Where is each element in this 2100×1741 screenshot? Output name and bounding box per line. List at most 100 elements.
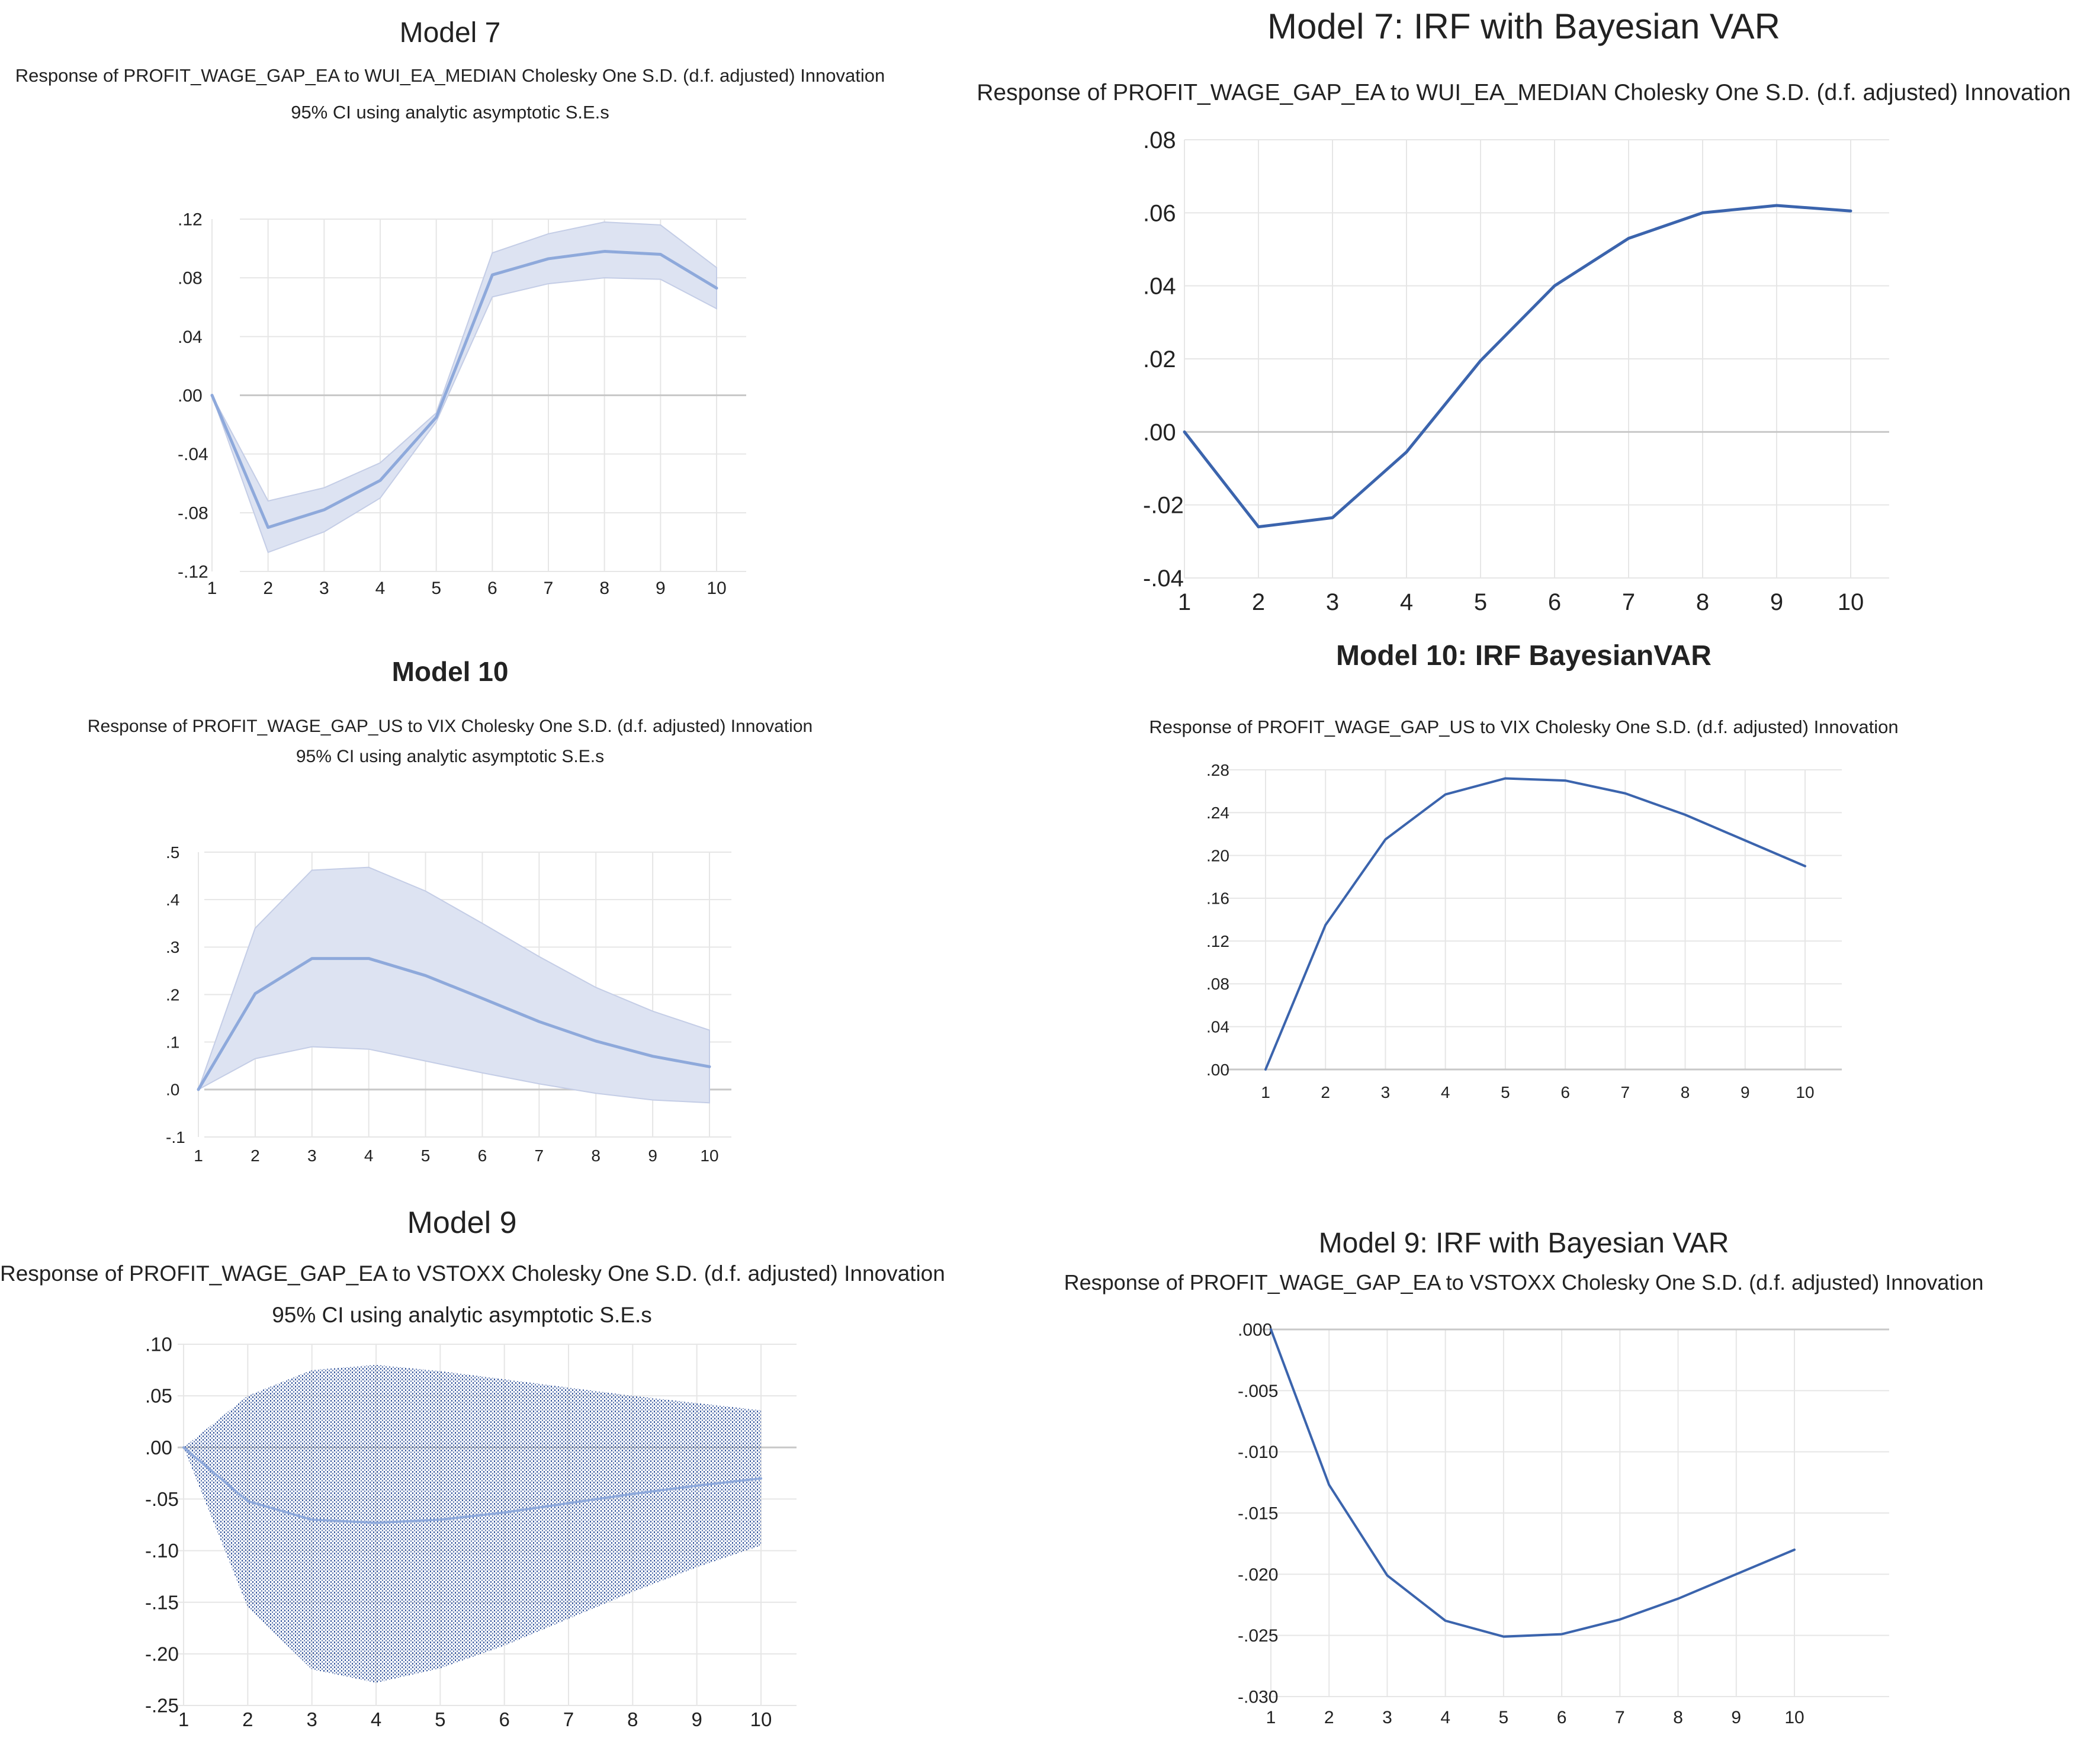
series-line	[182, 1446, 762, 1524]
y-tick-label: .04	[1206, 1018, 1229, 1036]
chart-title: Model 10	[391, 656, 509, 687]
x-tick-label: 8	[599, 579, 609, 598]
y-tick-label: -.25	[145, 1695, 179, 1717]
x-tick-label: 7	[535, 1146, 544, 1165]
y-tick-label: -.05	[145, 1488, 179, 1510]
chart-plot: .12 .08 .04 .00 -.04 -.08 -.121 2 3 4 5 6 7 8 9 10	[178, 210, 746, 598]
x-tick-label: 3	[1326, 589, 1339, 615]
y-tick-label: .0	[166, 1081, 179, 1099]
chart-panel-model-7-bvar: Model 7: IRF with Bayesian VAR Response …	[948, 0, 2100, 628]
y-tick-label: .00	[178, 386, 203, 406]
x-tick-label: 6	[499, 1708, 509, 1730]
y-tick-label: .00	[1143, 419, 1176, 445]
x-tick-label: 10	[700, 1146, 718, 1165]
x-tick-label: 4	[1441, 1083, 1450, 1101]
y-tick-label: -.04	[1143, 566, 1184, 592]
x-tick-label: 5	[1499, 1708, 1509, 1727]
x-tick-label: 1	[178, 1708, 189, 1730]
chart-title: Model 9	[407, 1206, 517, 1240]
x-tick-label: 5	[421, 1146, 431, 1165]
x-tick-label: 3	[1382, 1708, 1392, 1727]
chart-note: 95% CI using analytic asymptotic S.E.s	[291, 102, 609, 123]
y-tick-label: -.1	[166, 1128, 185, 1146]
y-tick-label: .05	[145, 1385, 172, 1407]
y-tick-label: .20	[1206, 846, 1229, 865]
y-tick-label: .02	[1143, 346, 1176, 372]
y-tick-label: .12	[1206, 932, 1229, 950]
y-tick-label: .08	[1143, 127, 1176, 153]
chart-plot: .5 .4 .3 .2 .1 .0 -.1 1 2 3 4 5 6 7 8 9 10	[166, 843, 731, 1165]
x-tick-label: 7	[1622, 589, 1635, 615]
confidence-band	[211, 221, 717, 554]
x-tick-label: 10	[1796, 1083, 1814, 1101]
chart-subtitle: Response of PROFIT_WAGE_GAP_EA to WUI_EA…	[977, 80, 2071, 105]
chart-subtitle: Response of PROFIT_WAGE_GAP_US to VIX Ch…	[87, 717, 813, 736]
x-tick-label: 9	[1731, 1708, 1741, 1727]
x-tick-label: 1	[1178, 589, 1191, 615]
chart-note: 95% CI using analytic asymptotic S.E.s	[296, 747, 605, 766]
x-tick-label: 7	[544, 579, 554, 598]
y-tick-label: .2	[166, 985, 179, 1004]
y-tick-label: -.08	[178, 503, 208, 523]
x-tick-label: 4	[375, 579, 386, 598]
x-tick-label: 5	[1501, 1083, 1510, 1101]
y-tick-label: .10	[145, 1334, 172, 1355]
x-tick-label: 4	[1400, 589, 1413, 615]
x-tick-label: 4	[364, 1146, 374, 1165]
chart-title: Model 7	[399, 17, 501, 49]
x-tick-label: 5	[431, 579, 441, 598]
y-tick-label: .04	[1143, 274, 1176, 300]
y-tick-label: .08	[178, 269, 203, 288]
x-tick-label: 2	[1321, 1083, 1330, 1101]
chart-panel-model-10: Model 10 Response of PROFIT_WAGE_GAP_US …	[0, 643, 900, 1178]
confidence-band	[184, 1364, 761, 1683]
chart-subtitle: Response of PROFIT_WAGE_GAP_EA to VSTOXX…	[1064, 1270, 1984, 1294]
x-tick-label: 3	[1381, 1083, 1391, 1101]
confidence-band	[197, 866, 710, 1104]
chart-plot: .08 .06 .04 .02 .00 -.02 -.041 2 3 4 5 6 7 8 9 10	[1143, 127, 1889, 615]
y-tick-label: .06	[1143, 200, 1176, 226]
x-tick-label: 9	[1770, 589, 1783, 615]
y-tick-label: .04	[178, 327, 203, 347]
chart-title: Model 10: IRF BayesianVAR	[1336, 640, 1712, 672]
y-tick-label: .24	[1206, 804, 1229, 822]
x-tick-label: 7	[1615, 1708, 1625, 1727]
x-tick-label: 6	[478, 1146, 487, 1165]
chart-panel-model-10-bvar: Model 10: IRF BayesianVAR Response of PR…	[948, 628, 2100, 1164]
x-tick-label: 9	[656, 579, 666, 598]
y-tick-label: .1	[166, 1033, 179, 1051]
x-tick-label: 2	[263, 579, 273, 598]
x-tick-label: 6	[487, 579, 497, 598]
x-tick-label: 7	[563, 1708, 574, 1730]
y-tick-label: .12	[178, 210, 203, 230]
x-tick-label: 3	[306, 1708, 317, 1730]
y-tick-label: .000	[1238, 1321, 1272, 1340]
x-tick-label: 1	[194, 1146, 203, 1165]
x-tick-label: 1	[1266, 1708, 1276, 1727]
x-tick-label: 1	[1261, 1083, 1270, 1101]
series-line	[1264, 777, 1806, 1071]
x-tick-label: 5	[435, 1708, 445, 1730]
y-tick-label: .00	[1206, 1061, 1229, 1079]
x-tick-label: 5	[1474, 589, 1487, 615]
chart-panel-model-9: Model 9 Response of PROFIT_WAGE_GAP_EA t…	[0, 1190, 945, 1741]
y-tick-label: -.025	[1238, 1626, 1278, 1646]
x-tick-label: 8	[591, 1146, 601, 1165]
y-tick-label: -.20	[145, 1643, 179, 1665]
series-line	[1183, 204, 1852, 529]
chart-subtitle: Response of PROFIT_WAGE_GAP_US to VIX Ch…	[1149, 717, 1899, 737]
x-tick-label: 7	[1621, 1083, 1630, 1101]
x-tick-label: 2	[1252, 589, 1265, 615]
y-tick-label: -.015	[1238, 1504, 1278, 1524]
chart-title: Model 7: IRF with Bayesian VAR	[1267, 7, 1780, 46]
chart-subtitle: Response of PROFIT_WAGE_GAP_EA to WUI_EA…	[15, 65, 885, 86]
series-line	[210, 250, 718, 529]
y-tick-label: .3	[166, 938, 179, 956]
x-tick-label: 4	[371, 1708, 381, 1730]
x-tick-label: 10	[750, 1708, 772, 1730]
x-tick-label: 6	[1557, 1708, 1567, 1727]
x-tick-label: 8	[1673, 1708, 1683, 1727]
y-tick-label: -.010	[1238, 1443, 1278, 1462]
y-tick-label: -.04	[178, 445, 208, 464]
y-tick-label: -.030	[1238, 1688, 1278, 1707]
